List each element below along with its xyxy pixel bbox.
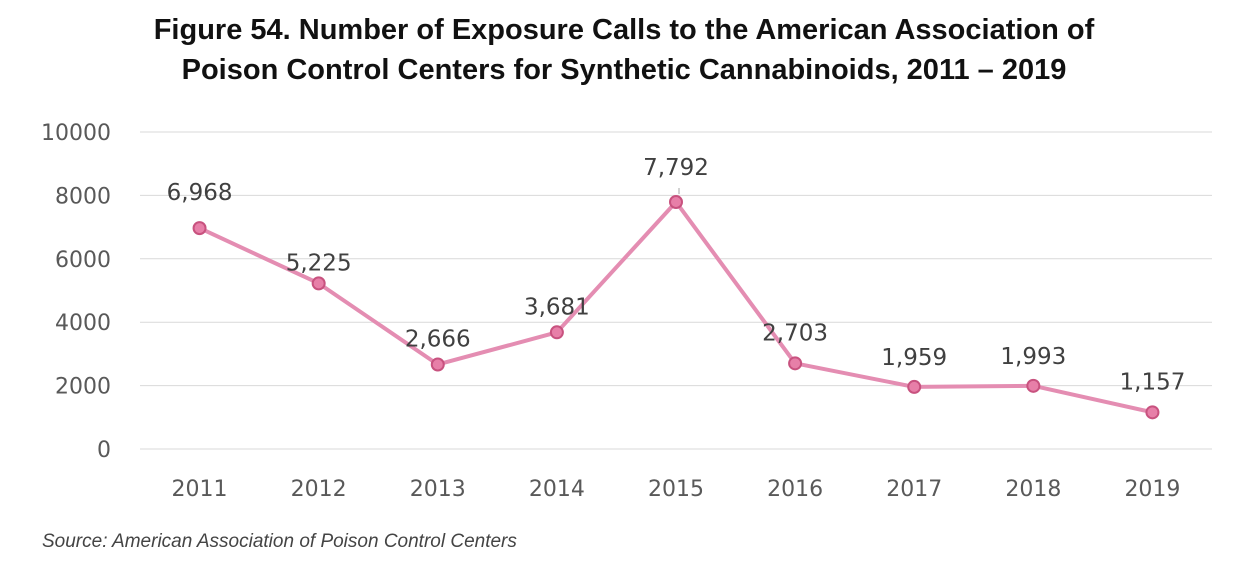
y-tick-label: 10000 <box>41 121 111 146</box>
series-line <box>197 199 1155 415</box>
series-polyline <box>197 199 1155 415</box>
y-tick-label: 8000 <box>55 184 111 209</box>
data-point-marker <box>549 325 564 340</box>
x-tick-label: 2012 <box>291 477 347 502</box>
data-label: 1,157 <box>1120 369 1186 395</box>
x-tick-label: 2015 <box>648 477 704 502</box>
data-point-marker <box>1026 378 1041 393</box>
data-point-marker <box>669 194 683 209</box>
y-tick-label: 2000 <box>55 375 111 400</box>
chart-title-line-2: Poison Control Centers for Synthetic Can… <box>181 54 1067 86</box>
source-note: Source: American Association of Poison C… <box>42 531 517 552</box>
x-tick-label: 2013 <box>410 477 466 502</box>
x-tick-label: 2018 <box>1005 477 1061 502</box>
data-points <box>192 194 1160 420</box>
data-label: 2,703 <box>762 320 828 346</box>
x-tick-label: 2014 <box>529 477 585 502</box>
gridlines <box>140 131 1212 450</box>
data-label: 1,993 <box>1000 344 1066 370</box>
x-tick-label: 2019 <box>1124 477 1180 502</box>
data-label: 1,959 <box>881 345 947 371</box>
x-axis-tick-labels: 2011 2012 2013 2014 2015 2016 2017 2018 2019 <box>172 477 1181 502</box>
data-point-marker <box>430 357 445 372</box>
data-point-marker <box>788 356 803 371</box>
x-tick-label: 2011 <box>172 477 228 502</box>
y-axis-tick-labels: 0 2000 4000 6000 8000 10000 <box>41 121 111 463</box>
data-point-marker <box>907 379 922 394</box>
data-point-marker <box>311 276 326 291</box>
chart-title-line-1: Figure 54. Number of Exposure Calls to t… <box>153 14 1095 46</box>
data-label: 6,968 <box>167 180 233 206</box>
x-tick-label: 2016 <box>767 477 823 502</box>
y-tick-label: 4000 <box>55 311 111 336</box>
chart-title: Figure 54. Number of Exposure Calls to t… <box>0 10 1248 90</box>
data-labels: 6,968 5,225 2,666 3,681 7,792 2,703 1,959 1,993… <box>167 155 1186 395</box>
y-tick-label: 0 <box>97 438 111 463</box>
data-label: 3,681 <box>524 294 590 320</box>
data-label: 5,225 <box>286 250 352 276</box>
data-label: 7,792 <box>643 155 709 181</box>
data-point-marker <box>1145 405 1160 420</box>
y-tick-label: 6000 <box>55 248 111 273</box>
data-point-marker <box>192 221 207 236</box>
x-tick-label: 2017 <box>886 477 942 502</box>
data-label: 2,666 <box>405 326 471 352</box>
